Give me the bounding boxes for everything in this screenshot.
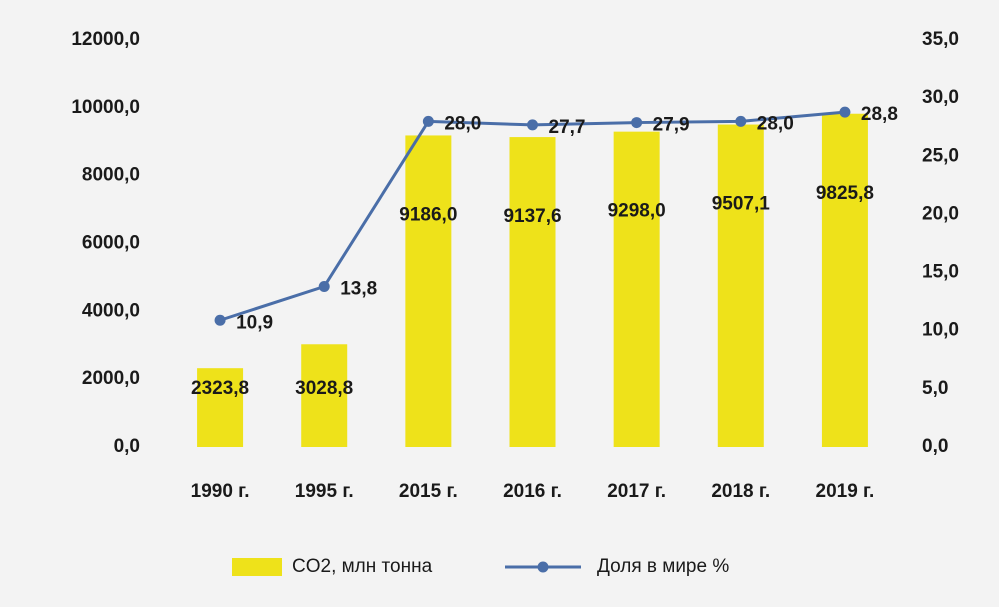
bar-value-label: 9137,6: [503, 206, 561, 227]
x-tick-label: 2015 г.: [399, 481, 458, 502]
y2-tick-label: 0,0: [922, 436, 948, 457]
legend-label: Доля в мире %: [597, 556, 729, 577]
bar: [717, 124, 764, 448]
x-tick-label: 2017 г.: [607, 481, 666, 502]
line-value-label: 13,8: [340, 279, 377, 300]
bar: [509, 137, 556, 447]
line-marker: [839, 106, 851, 118]
bar: [405, 135, 452, 447]
x-tick-label: 2018 г.: [711, 481, 770, 502]
bar: [821, 113, 868, 448]
legend-label: CO2, млн тонна: [292, 556, 433, 577]
y2-tick-label: 35,0: [922, 29, 959, 50]
line-marker: [631, 117, 643, 129]
bar-value-label: 9298,0: [608, 201, 666, 222]
y2-tick-label: 30,0: [922, 87, 959, 108]
line-value-label: 28,8: [861, 104, 898, 125]
line-marker: [318, 281, 330, 293]
y2-tick-label: 5,0: [922, 378, 948, 399]
x-tick-label: 1990 г.: [191, 481, 250, 502]
bar-value-label: 2323,8: [191, 378, 249, 399]
line-value-label: 10,9: [236, 312, 273, 333]
x-tick-label: 2019 г.: [816, 481, 875, 502]
line-marker: [214, 314, 226, 326]
bar-value-label: 9186,0: [399, 204, 457, 225]
legend-swatch: [232, 558, 282, 576]
bar: [613, 131, 660, 448]
line-value-label: 28,0: [444, 113, 481, 134]
line-marker: [422, 115, 434, 127]
y-tick-label: 10000,0: [71, 97, 140, 118]
bar-value-label: 9825,8: [816, 183, 874, 204]
y2-tick-label: 25,0: [922, 145, 959, 166]
x-tick-label: 1995 г.: [295, 481, 354, 502]
y-tick-label: 12000,0: [71, 29, 140, 50]
bar-value-label: 9507,1: [712, 194, 771, 215]
y-tick-label: 8000,0: [82, 165, 140, 186]
line-value-label: 27,9: [653, 115, 690, 136]
bar: [301, 344, 348, 447]
line-value-label: 27,7: [549, 117, 586, 138]
x-tick-label: 2016 г.: [503, 481, 562, 502]
y2-tick-label: 15,0: [922, 262, 959, 283]
bar-value-label: 3028,8: [295, 378, 353, 399]
y-tick-label: 2000,0: [82, 368, 140, 389]
line-marker: [527, 119, 538, 131]
y-tick-label: 6000,0: [82, 233, 140, 254]
y2-tick-label: 10,0: [922, 320, 959, 341]
y-tick-label: 4000,0: [82, 300, 140, 321]
bar: [197, 368, 244, 447]
line-marker: [735, 115, 747, 127]
line-value-label: 28,0: [757, 113, 794, 134]
y-tick-label: 0,0: [114, 436, 140, 457]
y2-tick-label: 20,0: [922, 203, 959, 224]
legend-marker: [537, 561, 549, 573]
